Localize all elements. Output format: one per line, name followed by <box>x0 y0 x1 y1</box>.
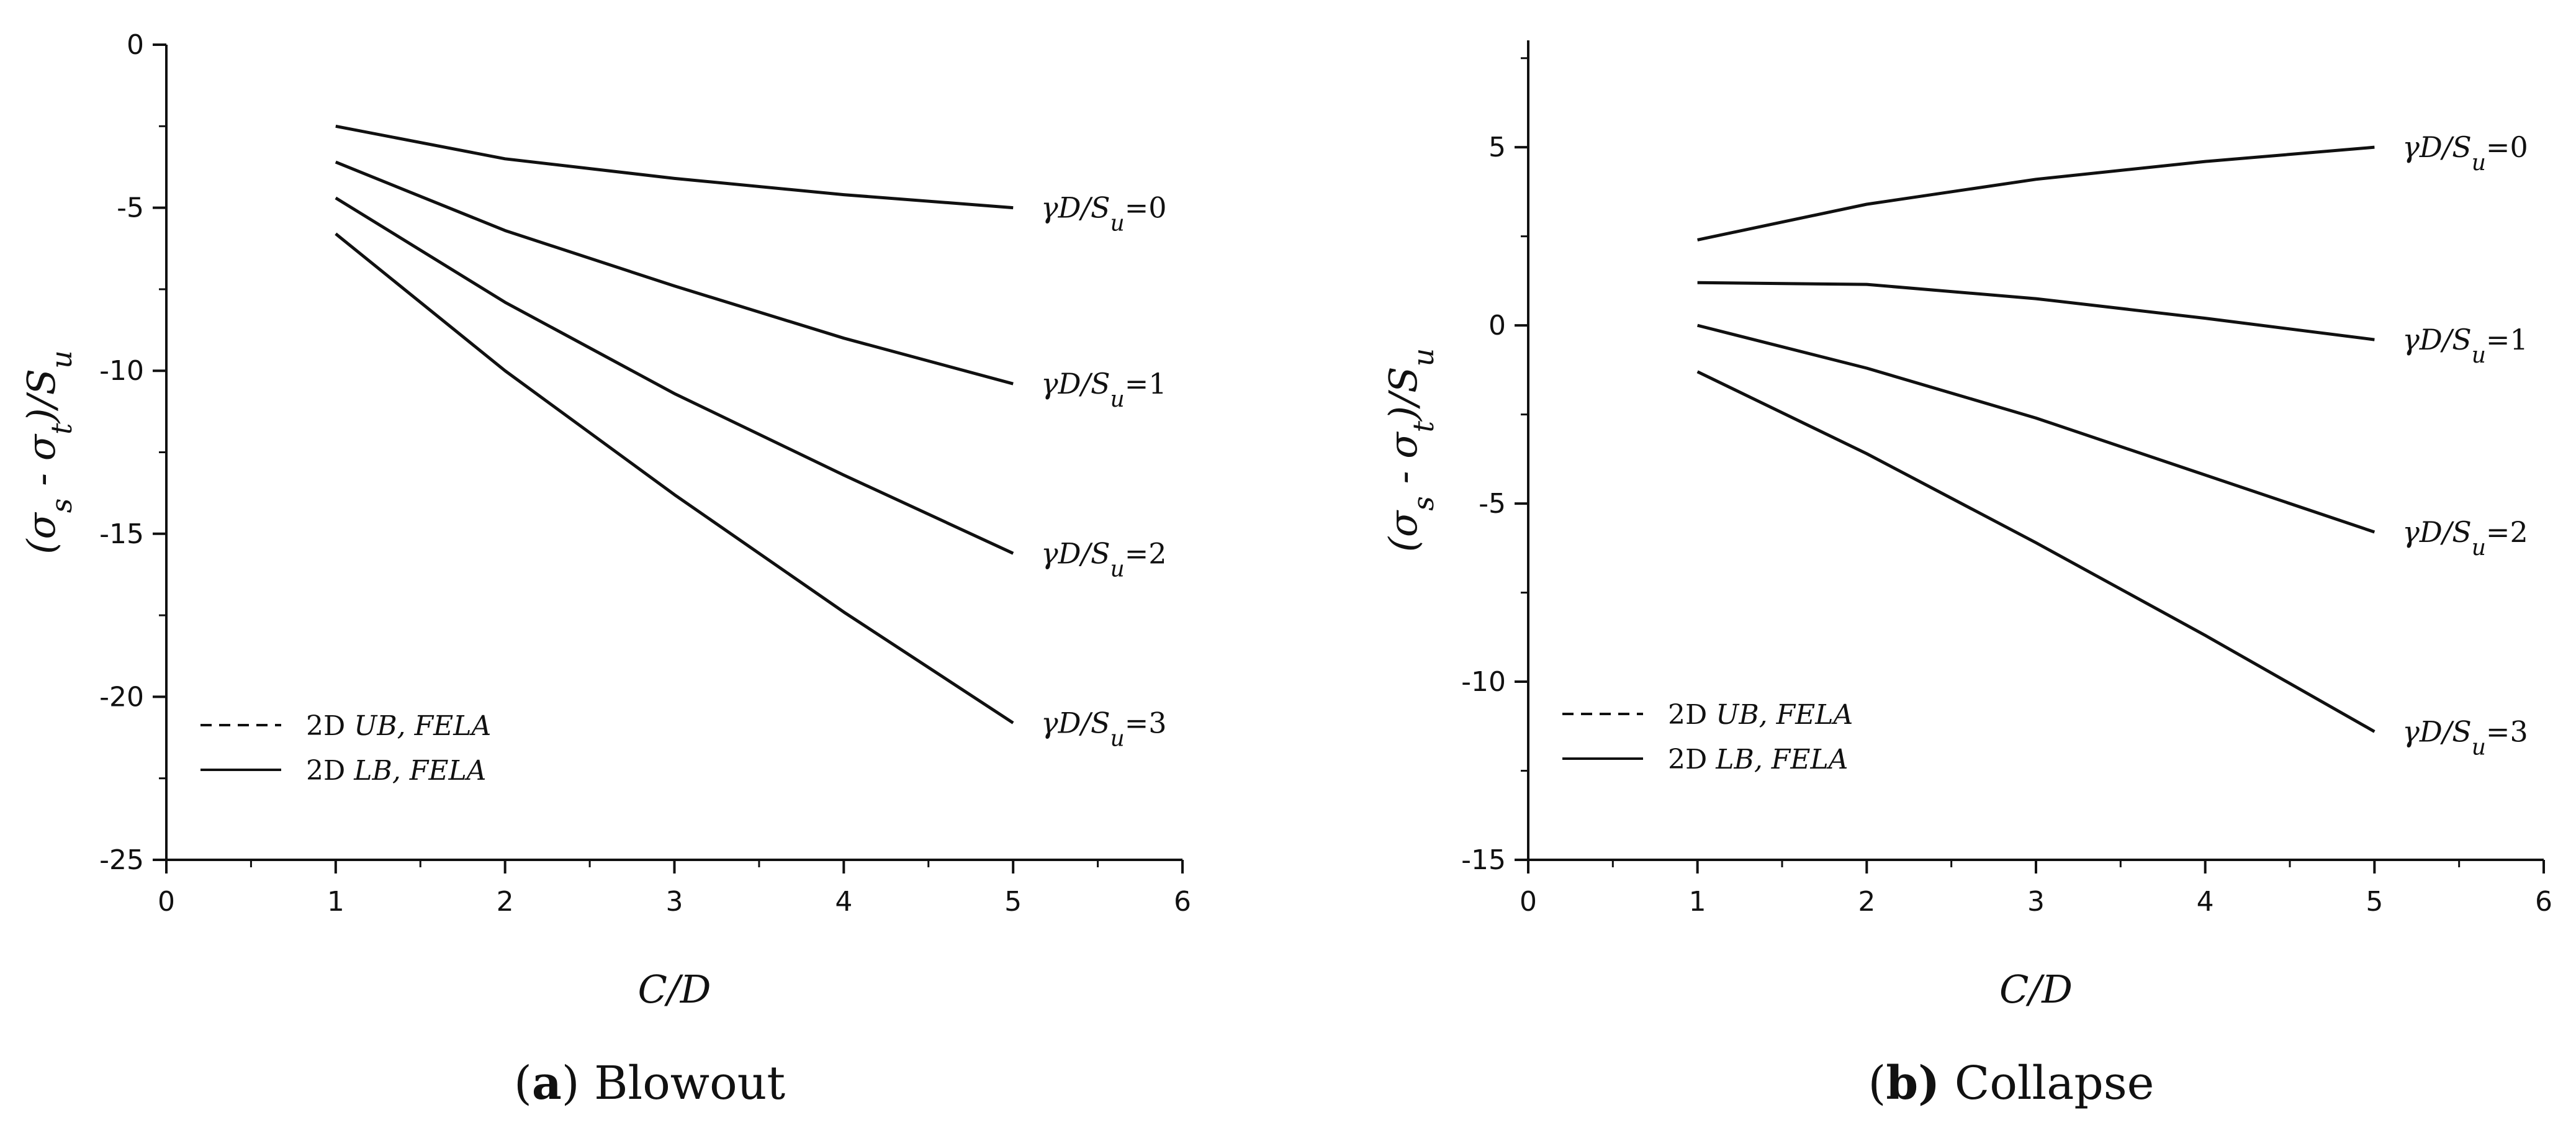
x-tick-label: 0 <box>1520 886 1537 918</box>
series-annotation: γD/Su=0 <box>1041 191 1166 237</box>
panel-collapse: 0 1 2 3 4 5 6 5 0 -5 -10 -15 C/D (σs - σt)/Su γD/Su=0 γ… <box>1380 40 2552 1110</box>
y-tick-label: -10 <box>1461 666 1506 698</box>
legend-label: 2D UB, FELA <box>1668 699 1853 731</box>
x-axis-label: C/D <box>1999 967 2073 1012</box>
y-tick-label: 0 <box>1488 310 1506 341</box>
series-line-lb <box>1697 323 2376 534</box>
x-tick-label: 6 <box>1174 886 1191 918</box>
x-tick-label: 6 <box>2535 886 2552 918</box>
y-tick-label: -15 <box>99 518 144 550</box>
series-line-lb <box>335 160 1014 386</box>
x-tick-label: 5 <box>2366 886 2383 918</box>
x-tick-label: 4 <box>2197 886 2214 918</box>
y-tick-label: -25 <box>99 844 144 876</box>
series-line-lb <box>1696 370 2376 733</box>
y-tick-label: 5 <box>1488 132 1506 163</box>
x-tick-label: 4 <box>835 886 852 918</box>
y-tick-label: -5 <box>1479 488 1506 520</box>
series-line-ub <box>335 161 1014 386</box>
legend-label: 2D LB, FELA <box>1668 744 1848 775</box>
x-tick-label: 1 <box>327 886 345 918</box>
panel-caption: (a) Blowout <box>514 1057 785 1110</box>
series-line-ub <box>335 233 1014 724</box>
x-tick-label: 3 <box>666 886 683 918</box>
y-axis-label: (σs - σt)/Su <box>19 350 78 554</box>
legend-label: 2D LB, FELA <box>306 755 486 787</box>
series-annotation: γD/Su=2 <box>1041 536 1166 582</box>
series-line-ub <box>1696 370 2376 733</box>
panel-blowout: 0 1 2 3 4 5 6 0 -5 -10 -15 -20 -25 C/D (σs - σt)/Su γD/… <box>19 29 1191 1110</box>
y-tick-label: -5 <box>117 192 144 224</box>
series-line-lb <box>1697 281 2375 341</box>
series-annotation: γD/Su=0 <box>2402 130 2528 176</box>
x-tick-label: 1 <box>1689 886 1706 918</box>
series-line-ub <box>335 197 1014 555</box>
legend-label: 2D UB, FELA <box>306 710 491 742</box>
x-tick-label: 2 <box>497 886 514 918</box>
x-tick-label: 2 <box>1858 886 1875 918</box>
series-annotation: γD/Su=1 <box>2402 323 2528 368</box>
series-line-ub <box>335 125 1014 209</box>
series-line-ub <box>1697 281 2375 341</box>
x-tick-label: 5 <box>1004 886 1022 918</box>
series-line-lb <box>335 196 1014 555</box>
y-tick-label: -15 <box>1461 844 1506 876</box>
series-line-ub <box>1697 146 2375 241</box>
x-tick-label: 0 <box>158 886 175 918</box>
x-axis-label: C/D <box>637 967 711 1012</box>
series-annotation: γD/Su=2 <box>2402 515 2528 561</box>
y-tick-label: 0 <box>127 29 144 61</box>
series-annotation: γD/Su=1 <box>1041 367 1166 412</box>
y-tick-label: -10 <box>99 355 144 387</box>
panel-caption: (b) Collapse <box>1868 1057 2155 1110</box>
series-line-lb <box>1697 145 2375 241</box>
series-line-lb <box>335 124 1014 210</box>
y-axis-label: (σs - σt)/Su <box>1380 348 1440 553</box>
y-tick-label: -20 <box>99 681 144 713</box>
series-annotation: γD/Su=3 <box>2402 715 2528 760</box>
series-line-lb <box>335 232 1014 724</box>
x-tick-label: 3 <box>2027 886 2045 918</box>
series-annotation: γD/Su=3 <box>1041 706 1166 751</box>
series-line-ub <box>1697 324 2375 533</box>
